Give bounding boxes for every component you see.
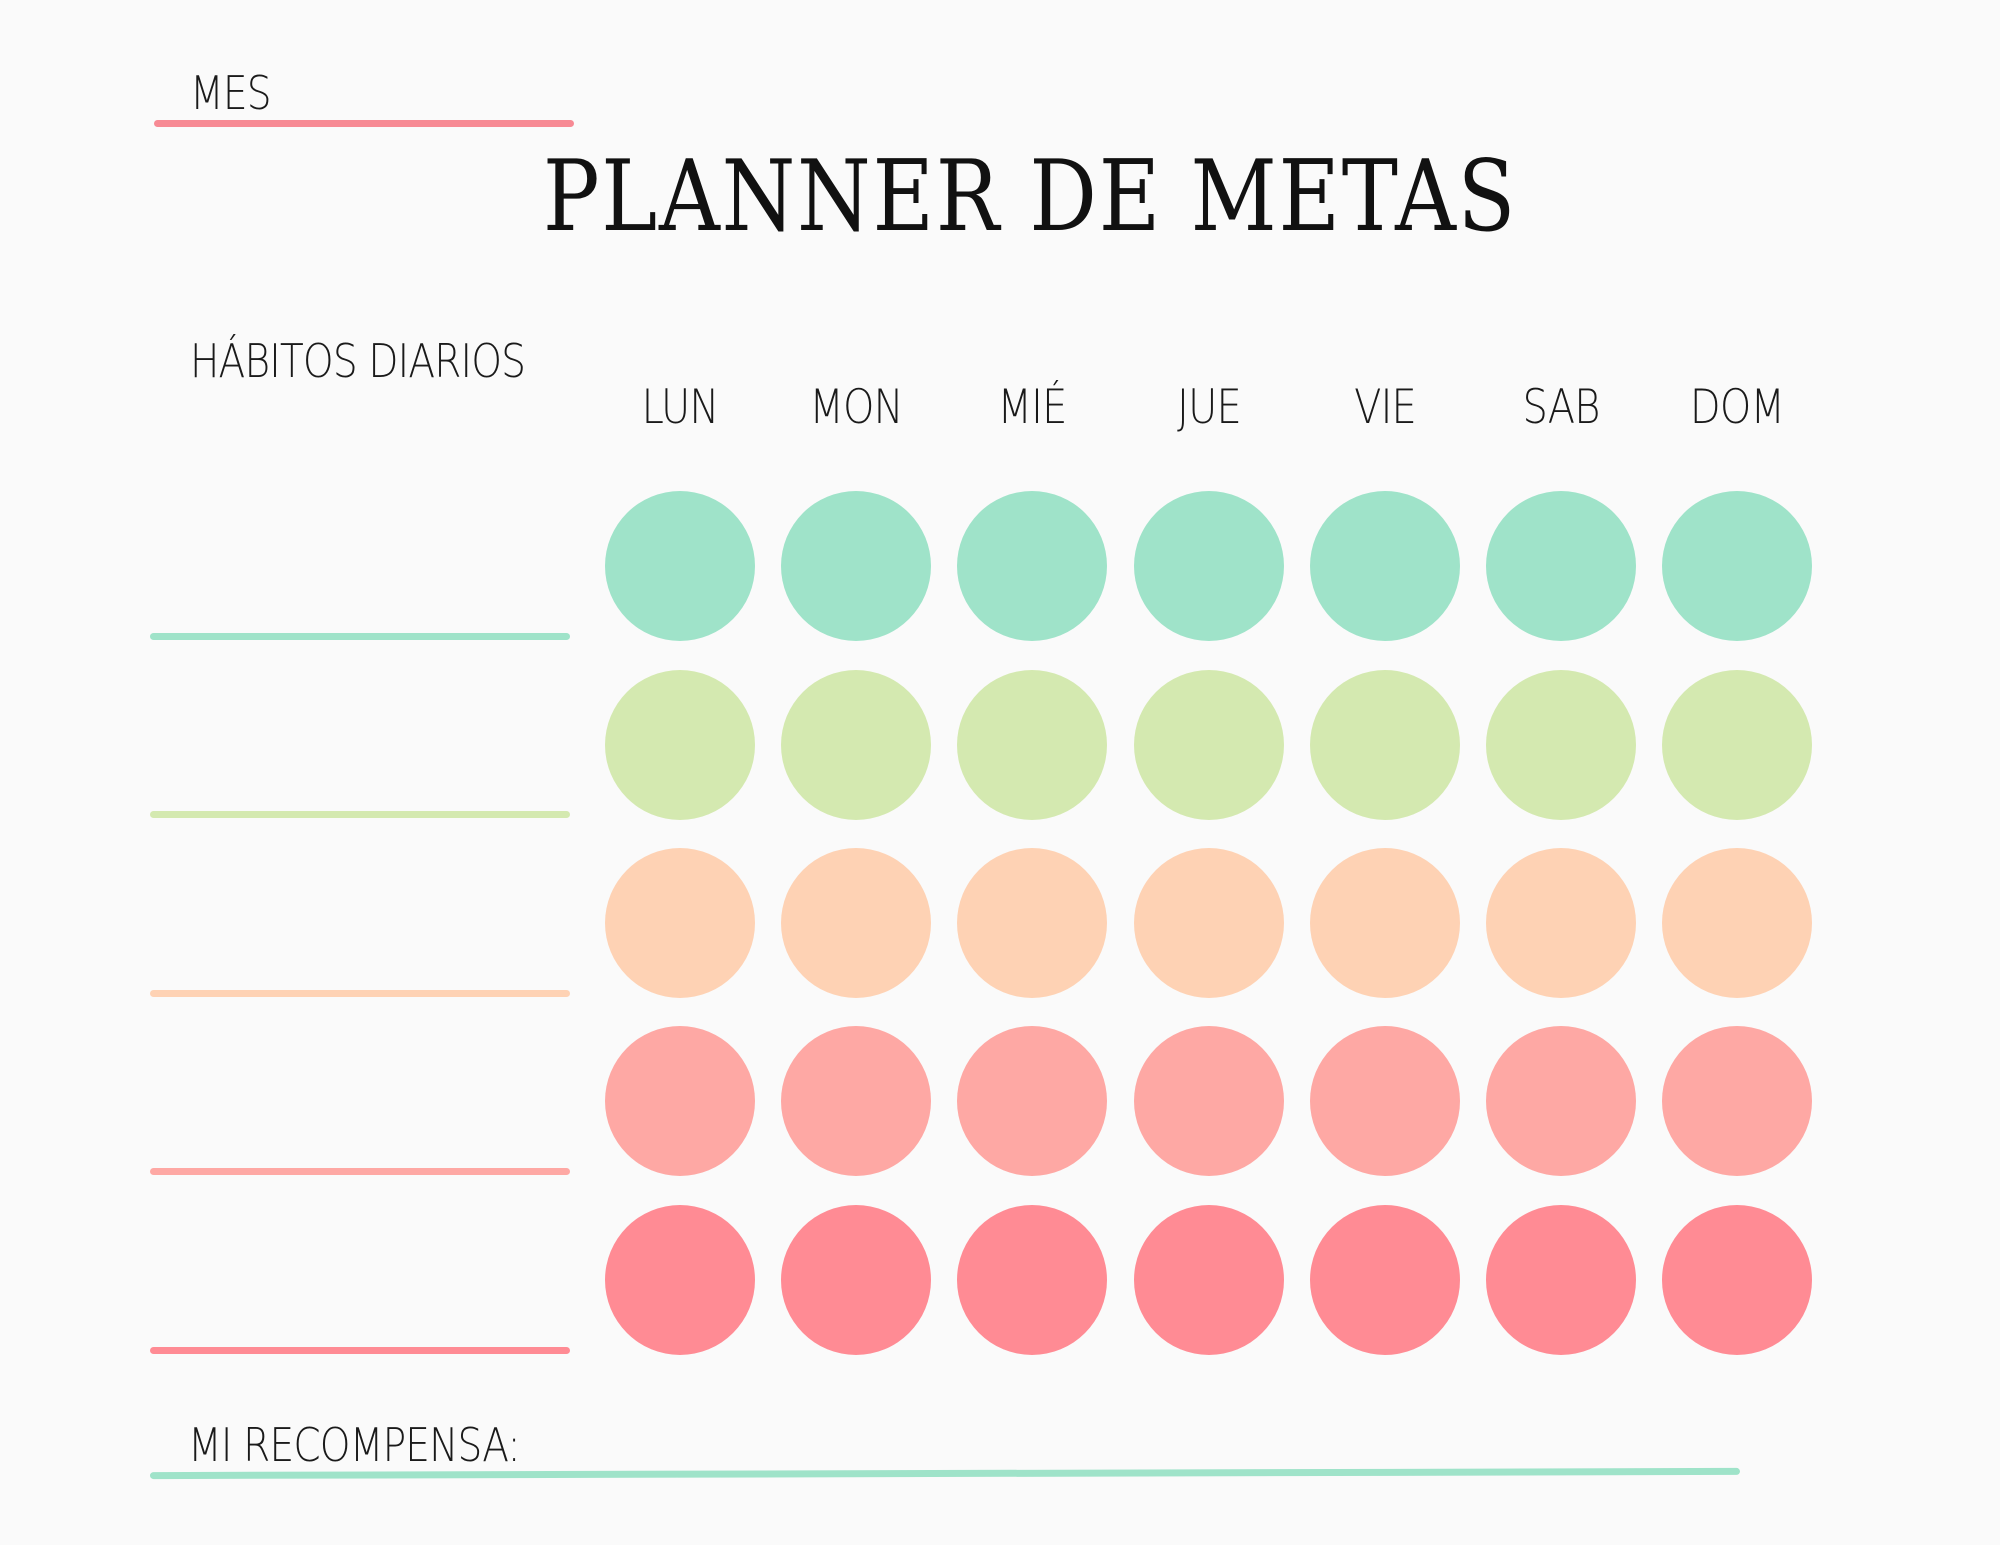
habit-dot-r2-c1[interactable] [781,848,931,998]
habit-dot-r0-c1[interactable] [781,491,931,641]
habit-line-1[interactable] [150,811,570,818]
habit-dot-r3-c5[interactable] [1486,1026,1636,1176]
habit-dot-r3-c4[interactable] [1310,1026,1460,1176]
habit-dot-r2-c3[interactable] [1134,848,1284,998]
month-line[interactable] [154,120,574,127]
habit-dot-r4-c3[interactable] [1134,1205,1284,1355]
habit-dot-r1-c4[interactable] [1310,670,1460,820]
habit-dot-r4-c6[interactable] [1662,1205,1812,1355]
habit-line-3[interactable] [150,1168,570,1175]
habit-dot-r2-c5[interactable] [1486,848,1636,998]
habit-dot-r0-c6[interactable] [1662,491,1812,641]
habit-dot-r3-c1[interactable] [781,1026,931,1176]
habit-dot-r4-c0[interactable] [605,1205,755,1355]
habit-dot-r2-c6[interactable] [1662,848,1812,998]
habit-dot-r1-c3[interactable] [1134,670,1284,820]
habits-heading: HÁBITOS DIARIOS [190,334,526,388]
habit-dot-r0-c2[interactable] [957,491,1107,641]
habit-dot-r2-c0[interactable] [605,848,755,998]
day-header-1: MON [809,380,903,435]
day-header-6: DOM [1689,380,1785,435]
habit-dot-r3-c6[interactable] [1662,1026,1812,1176]
habit-line-4[interactable] [150,1347,570,1354]
habit-dot-r1-c0[interactable] [605,670,755,820]
habit-dot-r0-c3[interactable] [1134,491,1284,641]
habit-dot-r1-c1[interactable] [781,670,931,820]
habit-dot-r4-c2[interactable] [957,1205,1107,1355]
habit-dot-r2-c2[interactable] [957,848,1107,998]
day-header-3: JUE [1177,380,1242,435]
habit-dot-r1-c5[interactable] [1486,670,1636,820]
day-header-2: MIÉ [997,380,1068,435]
day-header-4: VIE [1354,380,1417,435]
habit-dot-r4-c5[interactable] [1486,1205,1636,1355]
habit-dot-r3-c0[interactable] [605,1026,755,1176]
habit-dot-r1-c2[interactable] [957,670,1107,820]
month-label: MES [190,66,272,120]
habit-dot-r0-c4[interactable] [1310,491,1460,641]
habit-dot-r3-c3[interactable] [1134,1026,1284,1176]
habit-dot-r1-c6[interactable] [1662,670,1812,820]
habit-line-0[interactable] [150,633,570,640]
day-header-5: SAB [1522,380,1600,435]
habit-dot-r4-c4[interactable] [1310,1205,1460,1355]
reward-label: MI RECOMPENSA: [188,1418,521,1472]
habit-line-2[interactable] [150,990,570,997]
habit-dot-r2-c4[interactable] [1310,848,1460,998]
habit-dot-r0-c0[interactable] [605,491,755,641]
habit-dot-r0-c5[interactable] [1486,491,1636,641]
habit-dot-r4-c1[interactable] [781,1205,931,1355]
page-title: PLANNER DE METAS [542,140,1518,254]
habit-dot-r3-c2[interactable] [957,1026,1107,1176]
day-header-0: LUN [641,380,720,435]
